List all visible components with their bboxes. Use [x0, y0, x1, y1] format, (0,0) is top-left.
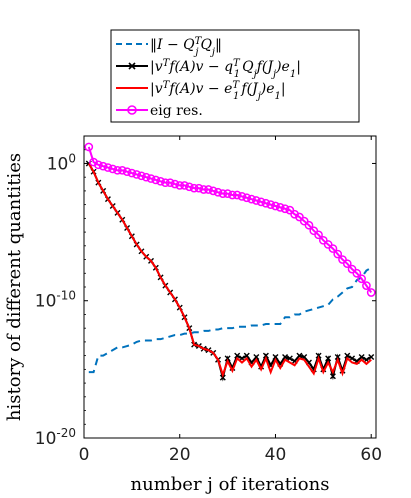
- series-point-x: [272, 354, 279, 361]
- series-point-circle: [256, 197, 266, 207]
- series-point-circle: [357, 274, 366, 284]
- series-group: [84, 142, 376, 382]
- series-point-circle: [275, 203, 285, 212]
- series-point-circle: [228, 190, 237, 200]
- series-point-x: [253, 354, 260, 361]
- series-point-circle: [137, 171, 146, 181]
- series-point-circle: [237, 192, 247, 201]
- y-tick-label: 10-10: [35, 289, 76, 312]
- legend-marker-circle-icon: [127, 105, 137, 115]
- series-point-circle: [108, 164, 118, 174]
- legend-label-orthogonality: ‖I − QT j Qj‖: [150, 36, 222, 58]
- series-point-circle: [146, 174, 156, 183]
- series-point-circle: [213, 187, 223, 197]
- series-point-circle: [232, 190, 242, 200]
- series-point-circle: [242, 193, 252, 203]
- series-point-x: [282, 354, 289, 361]
- series-point-x: [368, 354, 375, 361]
- legend-marker-x-icon: [128, 62, 136, 70]
- series-point-circle: [247, 194, 256, 204]
- series-point-circle: [161, 178, 170, 188]
- series-e1-error-line: [87, 162, 372, 379]
- series-point-circle: [151, 175, 161, 185]
- x-axis-title: number j of iterations: [131, 474, 330, 495]
- legend-box: [110, 29, 360, 123]
- x-tick-label: 0: [79, 445, 90, 465]
- y-tick-label: 100: [47, 151, 76, 174]
- legend-label-e1-error: |vTf(A)v − eT 1 f(Jj)e1|: [150, 80, 286, 102]
- series-point-circle: [199, 185, 209, 194]
- series-point-circle: [117, 165, 127, 175]
- series-point-circle: [156, 176, 165, 186]
- series-point-x: [325, 355, 332, 362]
- series-point-circle: [94, 160, 103, 170]
- series-point-circle: [218, 189, 228, 199]
- series-point-circle: [304, 220, 314, 230]
- series-point-circle: [251, 196, 261, 205]
- y-axis-title: history of different quantities: [4, 153, 25, 421]
- series-point-circle: [180, 181, 189, 190]
- legend: ‖I − QT j Qj‖ |vTf(A)v − qT 1 Qjf(Jj)e1| |vT…: [110, 29, 360, 123]
- series-point-circle: [342, 259, 352, 269]
- series-point-circle: [184, 182, 194, 192]
- series-point-x: [234, 352, 241, 359]
- axis-ticks: 0 20 40 60 100 10-10 10-20: [35, 135, 382, 465]
- series-point-circle: [280, 204, 290, 214]
- series-point-circle: [362, 281, 371, 290]
- series-point-circle: [122, 167, 132, 177]
- series-point-circle: [113, 165, 122, 175]
- legend-label-q1-error: |vTf(A)v − qT 1 Qjf(Jj)e1|: [150, 58, 301, 80]
- legend-label-eig-res: eig res.: [150, 103, 203, 119]
- series-point-circle: [165, 178, 175, 188]
- series-point-circle: [328, 244, 338, 253]
- series-point-x: [286, 355, 293, 362]
- series-point-circle: [333, 249, 343, 259]
- series-point-circle: [208, 186, 218, 196]
- series-point-circle: [103, 163, 113, 172]
- series-point-x: [224, 355, 231, 362]
- series-point-circle: [170, 179, 180, 189]
- series-point-circle: [141, 172, 151, 182]
- plot-area: [83, 135, 377, 439]
- series-point-circle: [98, 161, 108, 171]
- series-point-circle: [271, 201, 280, 211]
- series-point-circle: [175, 181, 185, 190]
- series-orthogonality-line: [88, 266, 372, 374]
- series-point-circle: [366, 288, 376, 297]
- series-point-circle: [189, 183, 199, 193]
- series-point-circle: [204, 185, 213, 194]
- x-tick-label: 20: [169, 445, 191, 465]
- series-point-circle: [266, 200, 276, 209]
- series-point-x: [262, 352, 269, 359]
- axes-box: [83, 135, 377, 439]
- x-tick-label: 60: [360, 445, 382, 465]
- series-point-circle: [127, 168, 137, 178]
- series-point-x: [329, 373, 336, 380]
- series-point-circle: [314, 230, 323, 240]
- series-point-circle: [194, 183, 204, 193]
- y-tick-label: 10-20: [35, 426, 76, 449]
- series-point-circle: [352, 268, 362, 278]
- series-point-circle: [261, 198, 271, 208]
- series-point-circle: [84, 142, 94, 152]
- series-point-x: [358, 354, 365, 361]
- series-point-x: [296, 352, 303, 359]
- series-point-x: [344, 352, 351, 359]
- series-point-x: [243, 352, 250, 359]
- x-tick-label: 40: [265, 445, 287, 465]
- series-point-circle: [223, 189, 232, 199]
- series-point-circle: [132, 170, 142, 179]
